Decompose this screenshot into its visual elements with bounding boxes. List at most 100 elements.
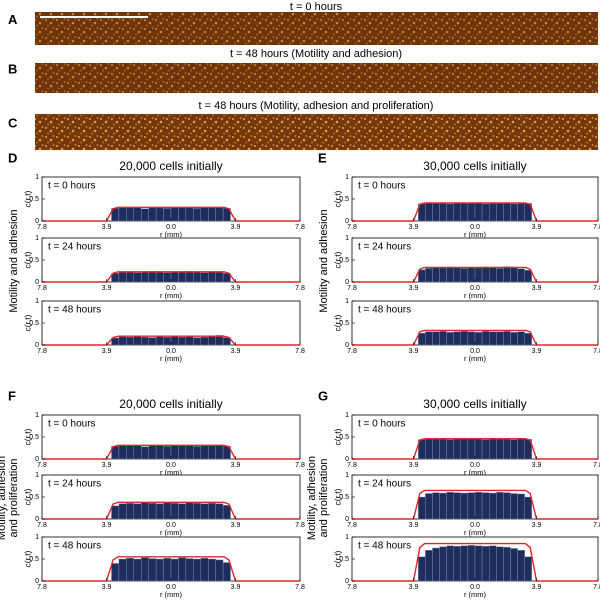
histogram-bar: [439, 492, 447, 520]
histogram-bar: [118, 445, 127, 460]
microscopy-image: [35, 63, 598, 93]
histogram-bar: [425, 493, 433, 520]
histogram-bar: [488, 545, 497, 582]
panel-title: 20,000 cells initially: [119, 397, 222, 411]
histogram-bar: [446, 545, 454, 582]
model-line: [42, 556, 300, 582]
x-tick-label: 3.9: [532, 522, 542, 529]
y-tick-label: 1: [35, 534, 39, 541]
y-tick-label: 0.5: [29, 494, 39, 501]
histogram-bar: [170, 207, 179, 222]
x-tick-label: 3.9: [409, 285, 419, 292]
histogram-bar: [481, 331, 490, 346]
histogram-bar: [524, 496, 532, 520]
y-tick-label: 1: [345, 412, 349, 419]
panel-title: 20,000 cells initially: [119, 159, 222, 173]
histogram-bar: [200, 445, 209, 460]
histogram-bar: [178, 336, 187, 346]
histogram-bar: [474, 267, 483, 283]
x-tick-label: 7.8: [347, 285, 357, 292]
histogram-bar: [163, 208, 172, 222]
histogram-bar: [503, 438, 511, 460]
histogram-bar: [510, 267, 518, 283]
model-line: [42, 335, 300, 346]
histogram-bar: [155, 207, 164, 222]
x-axis-label: r (mm): [160, 528, 183, 537]
model-line: [352, 542, 598, 582]
time-annotation: t = 0 hours: [48, 181, 96, 192]
x-tick-label: 3.9: [102, 462, 112, 469]
histogram-bar: [496, 546, 504, 582]
y-axis-label: c(r,t): [22, 488, 32, 505]
histogram-bar: [467, 267, 476, 283]
x-tick-label: 7.8: [347, 348, 357, 355]
histogram-bar: [185, 271, 194, 283]
histogram-bar: [446, 491, 454, 520]
x-tick-label: 7.8: [295, 224, 305, 231]
histogram-bar: [425, 268, 433, 283]
histogram-bar: [446, 439, 454, 460]
x-tick-label: 3.9: [532, 285, 542, 292]
histogram-bar: [133, 336, 142, 346]
y-tick-label: 0: [345, 578, 349, 585]
histogram-bar: [170, 502, 179, 520]
model-line: [42, 444, 300, 460]
x-tick-label: 7.8: [295, 348, 305, 355]
histogram-bar: [439, 331, 447, 346]
histogram-bar: [148, 207, 157, 222]
histogram-bar: [126, 502, 134, 520]
histogram-bar: [141, 557, 149, 582]
histogram-bar: [200, 207, 209, 222]
histogram-bar: [481, 439, 490, 460]
y-tick-label: 0: [345, 342, 349, 349]
y-tick-label: 1: [345, 298, 349, 305]
model-line: [42, 501, 300, 520]
x-axis-label: r (mm): [464, 528, 487, 537]
histogram-bar: [510, 203, 518, 222]
histogram-bar: [439, 439, 447, 460]
y-axis-label: c(r,t): [332, 190, 342, 207]
x-tick-label: 3.9: [532, 224, 542, 231]
histogram-bar: [170, 336, 179, 346]
histogram-bar: [208, 336, 216, 346]
histogram-bar: [118, 558, 127, 582]
x-tick-label: 7.8: [593, 224, 600, 231]
histogram-bar: [439, 267, 447, 283]
histogram-bar: [496, 203, 504, 222]
panel-title: 30,000 cells initially: [423, 397, 526, 411]
histogram-bar: [460, 331, 469, 346]
histogram-bar: [474, 438, 483, 460]
histogram-bar: [446, 266, 454, 283]
histogram-bar: [517, 550, 525, 582]
x-tick-label: 3.9: [102, 522, 112, 529]
y-tick-label: 0.5: [29, 556, 39, 563]
x-tick-label: 3.9: [231, 224, 241, 231]
histogram-bar: [148, 271, 157, 283]
x-axis-label: r (mm): [464, 354, 487, 363]
histogram-bar: [524, 556, 532, 582]
y-tick-label: 0.5: [339, 320, 349, 327]
x-tick-label: 0.0: [470, 285, 480, 292]
x-tick-label: 0.0: [166, 462, 176, 469]
x-axis-label: r (mm): [464, 590, 487, 599]
histogram-bar: [446, 203, 454, 222]
x-tick-label: 0.0: [470, 584, 480, 591]
histogram-bar: [474, 202, 483, 222]
x-tick-label: 0.0: [470, 224, 480, 231]
x-tick-label: 3.9: [231, 285, 241, 292]
histogram-bar: [453, 492, 462, 520]
histogram-bar: [222, 505, 231, 520]
model-line: [42, 206, 300, 222]
histogram-bar: [141, 272, 149, 283]
histogram-bar: [126, 207, 134, 222]
histogram-bar: [215, 503, 224, 520]
histogram-bar: [425, 331, 433, 346]
time-annotation: t = 0 hours: [358, 181, 406, 192]
histogram-bar: [133, 207, 142, 222]
x-tick-label: 7.8: [37, 462, 47, 469]
time-annotation: t = 0 hours: [48, 419, 96, 430]
x-tick-label: 7.8: [295, 584, 305, 591]
histogram-bar: [432, 203, 440, 222]
histogram-bar: [517, 331, 525, 346]
x-tick-label: 0.0: [470, 348, 480, 355]
